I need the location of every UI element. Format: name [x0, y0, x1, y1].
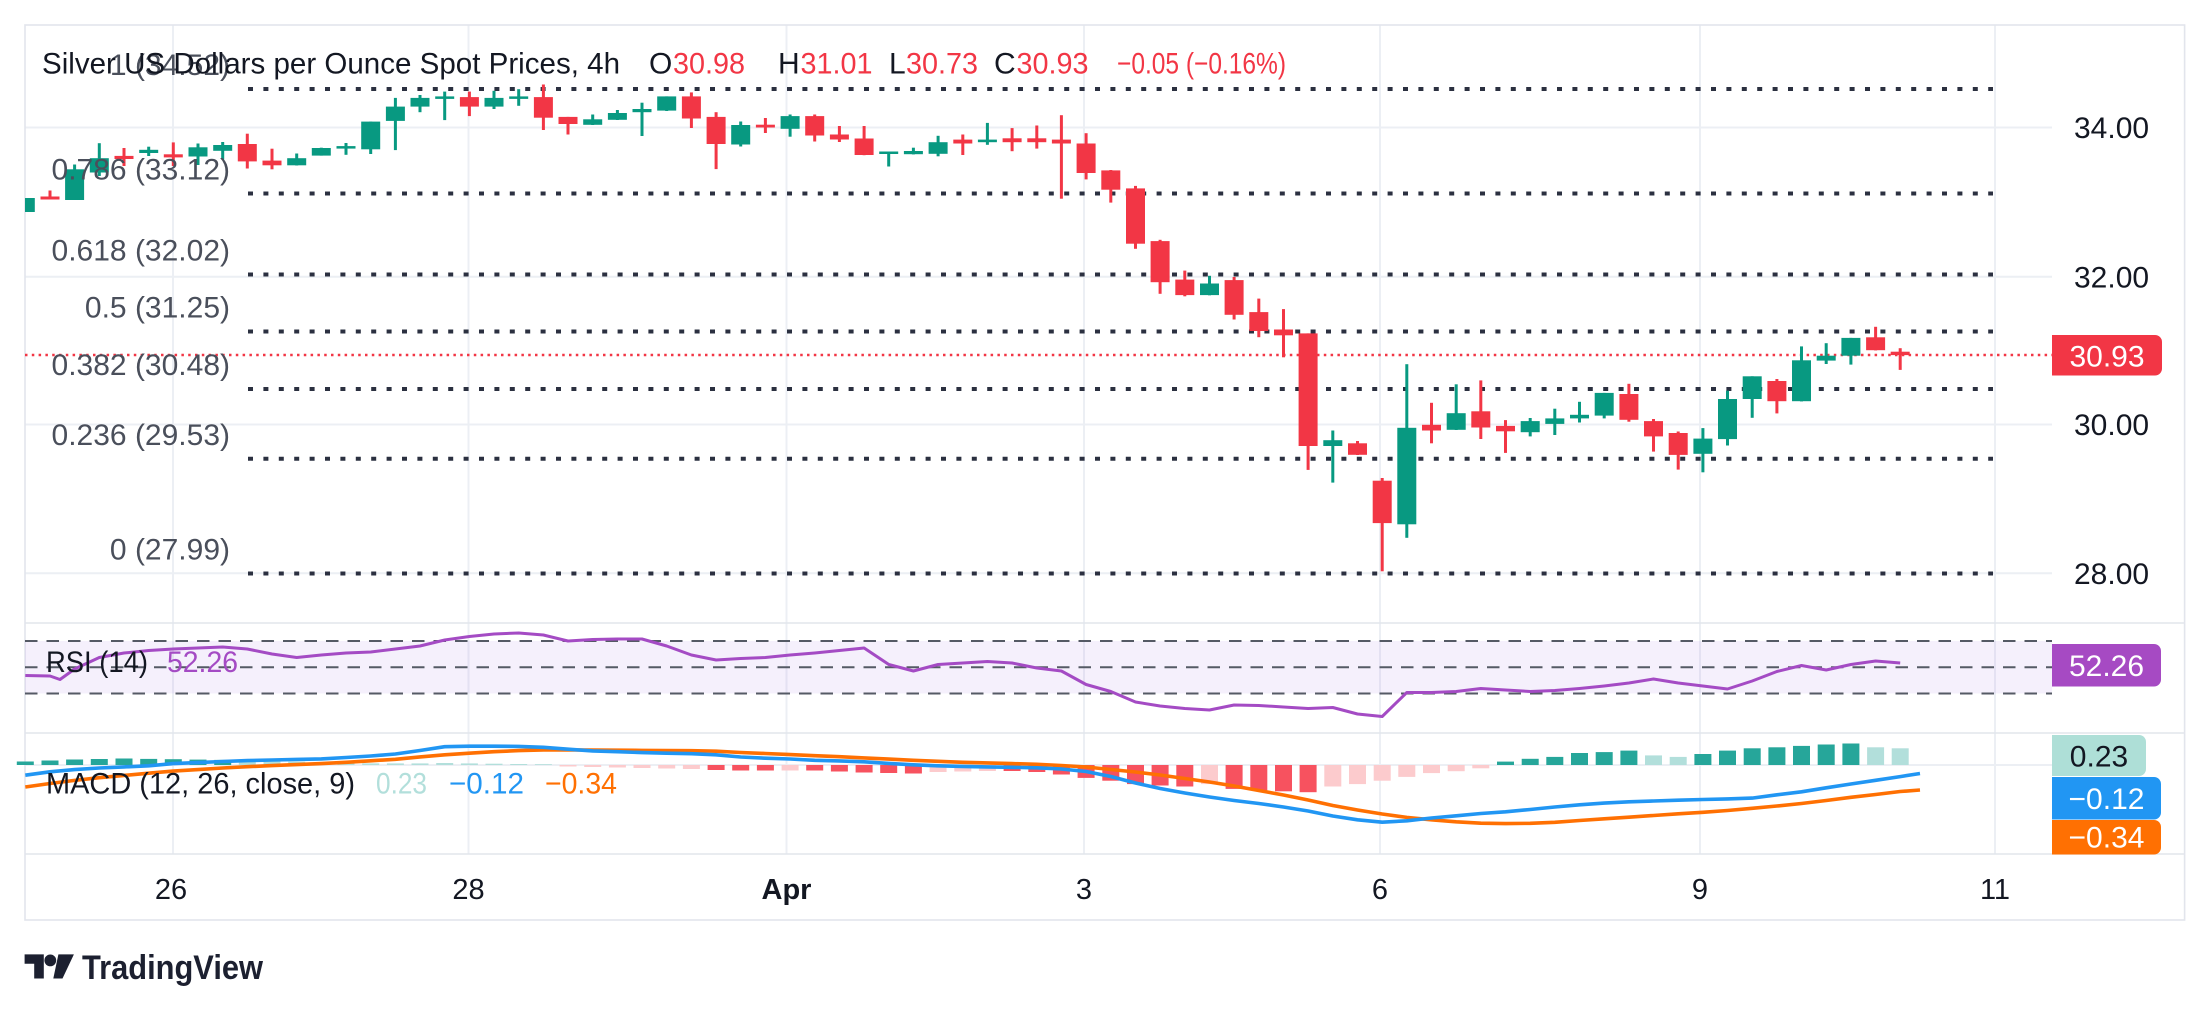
svg-text:32.00: 32.00	[2074, 261, 2149, 294]
svg-text:52.26: 52.26	[167, 646, 238, 679]
svg-text:28: 28	[452, 874, 484, 906]
svg-text:30.00: 30.00	[2074, 409, 2149, 442]
svg-text:0.382 (30.48): 0.382 (30.48)	[52, 349, 230, 382]
svg-text:RSI (14): RSI (14)	[46, 646, 148, 679]
svg-text:−0.12: −0.12	[449, 768, 524, 801]
svg-text:9: 9	[1692, 874, 1708, 906]
svg-text:6: 6	[1372, 874, 1388, 906]
svg-text:0 (27.99): 0 (27.99)	[110, 534, 230, 567]
svg-text:0.23: 0.23	[376, 768, 427, 801]
svg-text:MACD (12, 26, close, 9): MACD (12, 26, close, 9)	[46, 768, 355, 801]
svg-text:0.23: 0.23	[2070, 741, 2128, 774]
svg-text:31.01: 31.01	[801, 48, 873, 81]
svg-text:−0.05 (−0.16%): −0.05 (−0.16%)	[1117, 48, 1286, 81]
svg-text:52.26: 52.26	[2069, 650, 2144, 683]
svg-text:0.618 (32.02): 0.618 (32.02)	[52, 235, 230, 268]
svg-text:26: 26	[155, 874, 187, 906]
svg-text:−0.34: −0.34	[2069, 822, 2145, 855]
svg-text:Apr: Apr	[762, 874, 812, 906]
svg-text:0.236 (29.53): 0.236 (29.53)	[52, 419, 230, 452]
svg-text:34.00: 34.00	[2074, 112, 2149, 145]
svg-text:TradingView: TradingView	[82, 949, 263, 987]
svg-text:0.5 (31.25): 0.5 (31.25)	[85, 292, 230, 325]
svg-text:1 (34.52): 1 (34.52)	[110, 49, 230, 82]
svg-text:28.00: 28.00	[2074, 558, 2149, 591]
svg-text:−0.34: −0.34	[545, 768, 617, 801]
svg-text:30.93: 30.93	[1017, 48, 1089, 81]
svg-text:3: 3	[1076, 874, 1092, 906]
svg-text:H: H	[778, 48, 800, 81]
svg-text:L: L	[889, 48, 906, 81]
svg-text:11: 11	[1980, 874, 2010, 906]
svg-text:Silver US Dollars per Ounce Sp: Silver US Dollars per Ounce Spot Prices,…	[42, 48, 620, 81]
svg-text:30.98: 30.98	[673, 48, 745, 81]
svg-text:−0.12: −0.12	[2069, 783, 2145, 816]
svg-text:O: O	[649, 48, 672, 81]
svg-text:30.73: 30.73	[906, 48, 978, 81]
svg-text:C: C	[994, 48, 1016, 81]
svg-text:30.93: 30.93	[2069, 341, 2144, 374]
svg-text:0.786 (33.12): 0.786 (33.12)	[52, 154, 230, 187]
